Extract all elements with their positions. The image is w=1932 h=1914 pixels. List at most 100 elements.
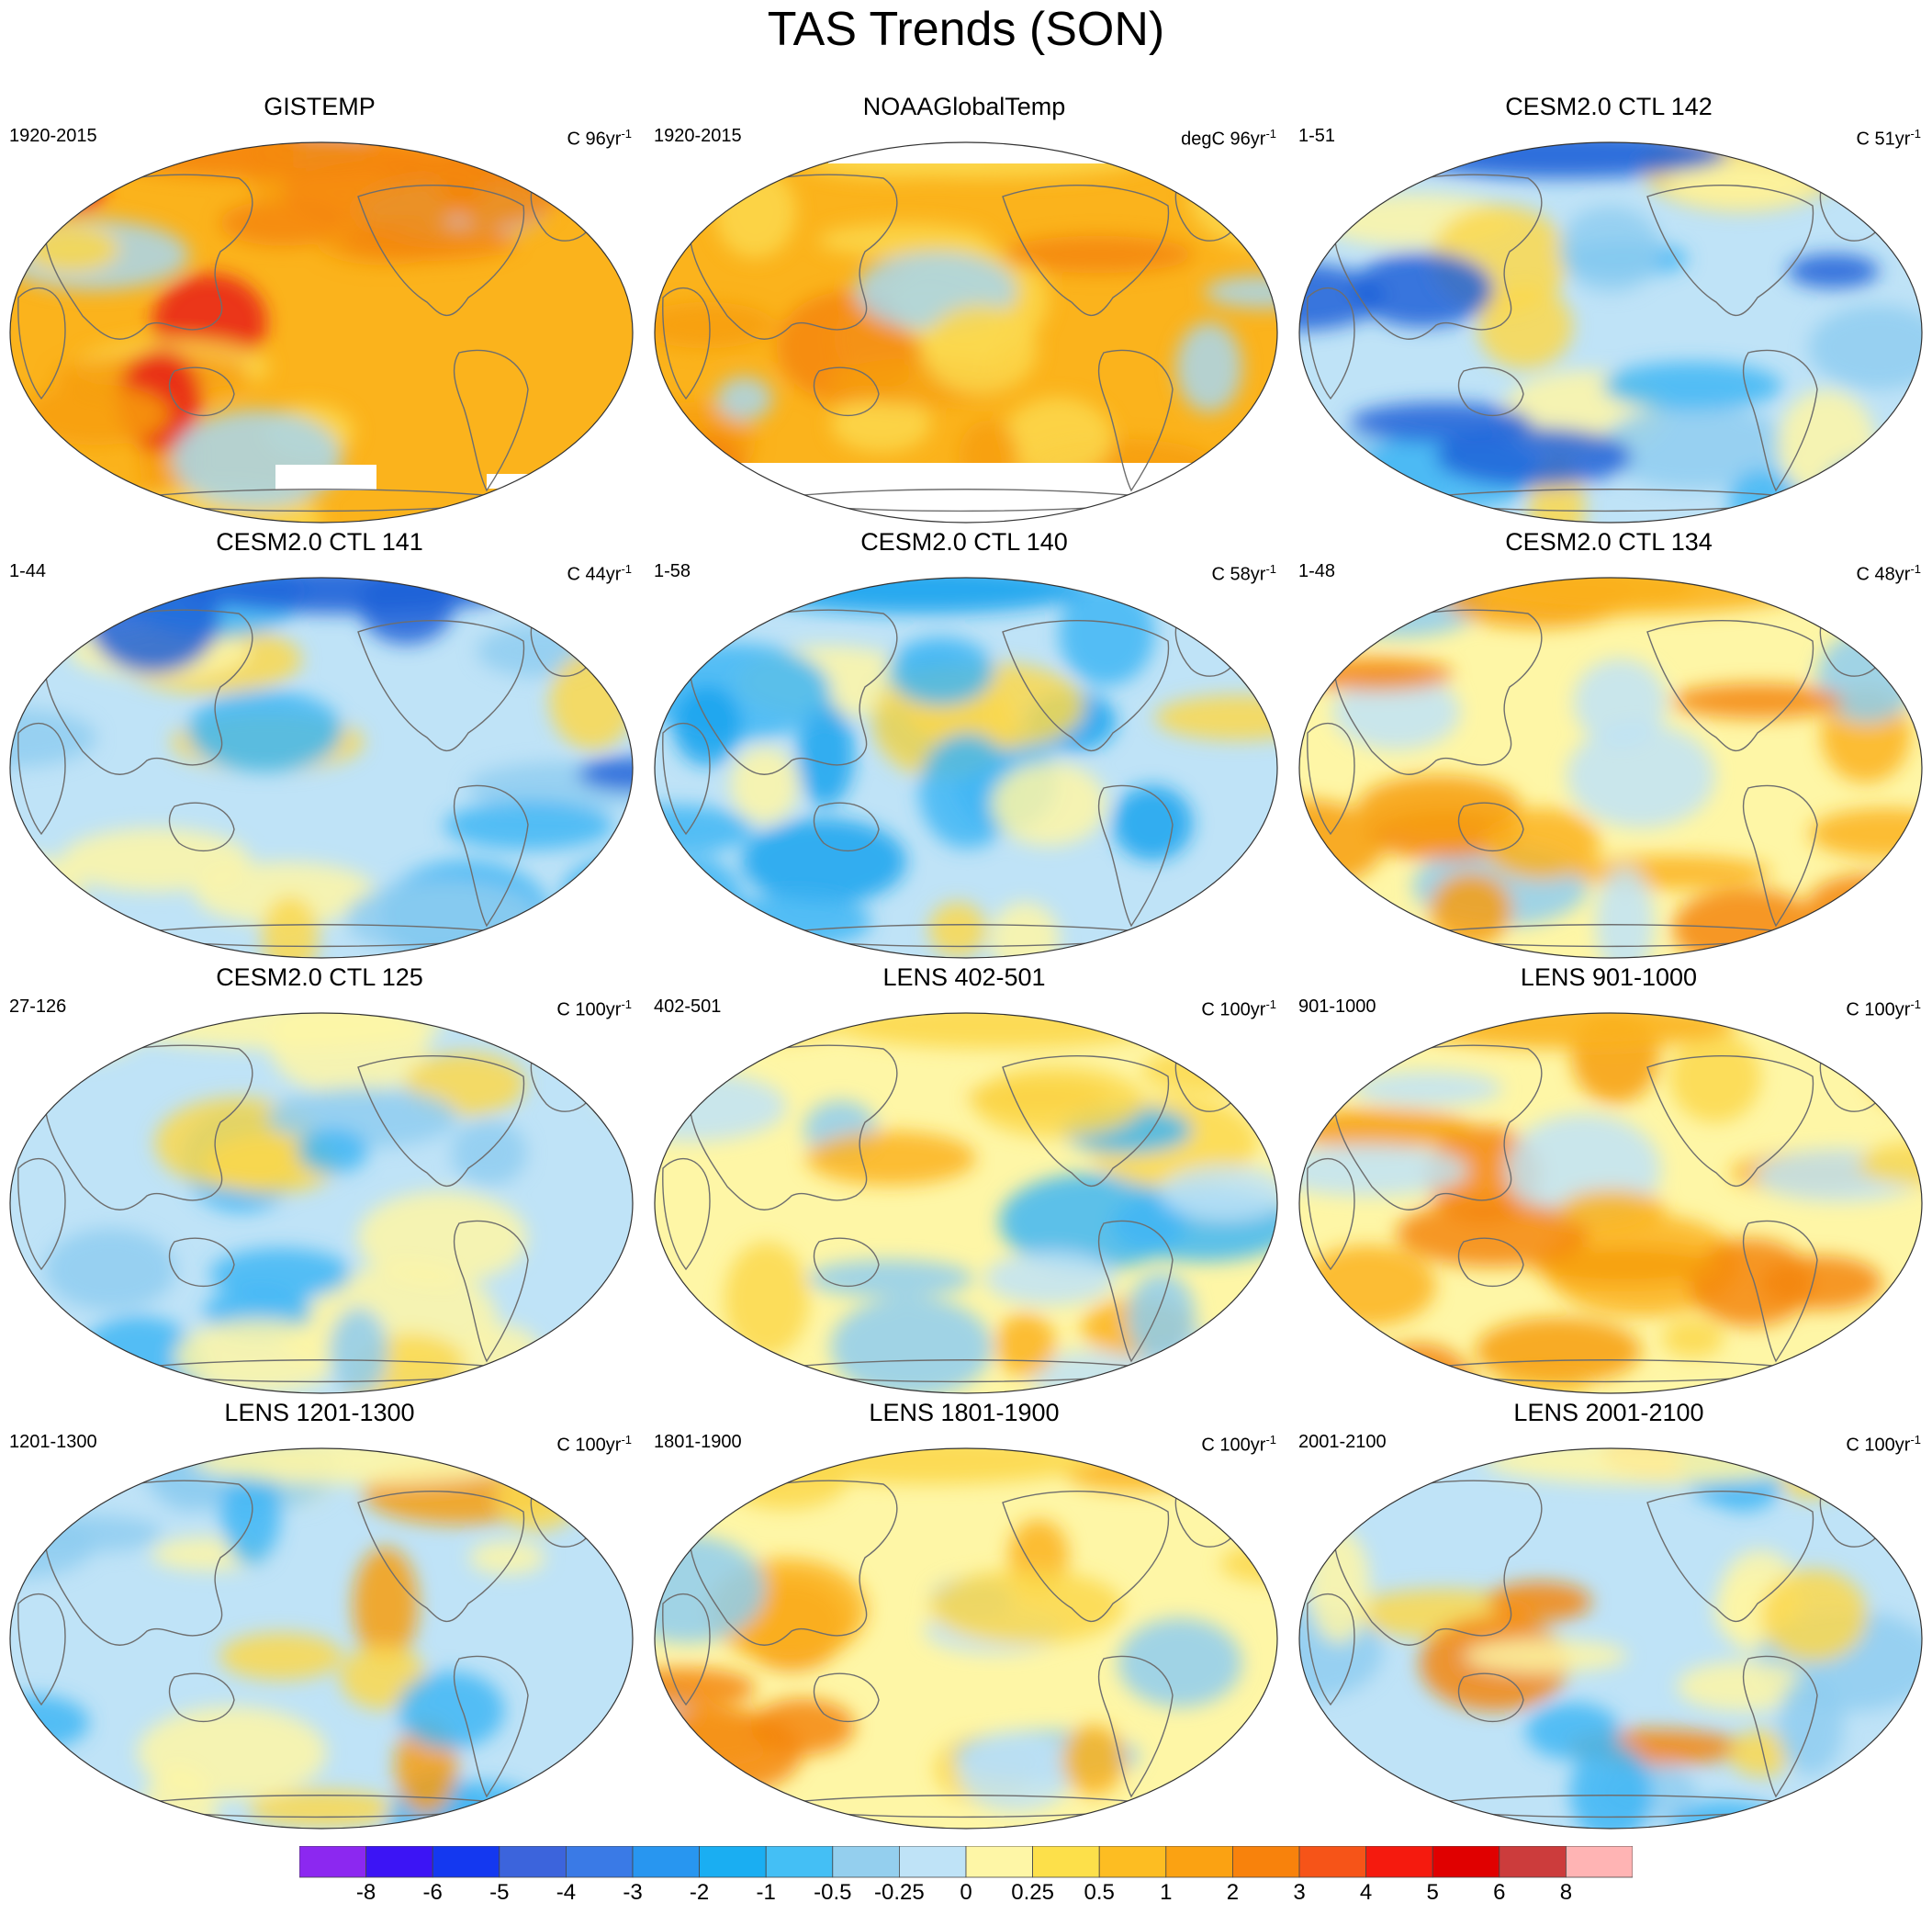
- robinson-map: [654, 1012, 1278, 1394]
- anomaly-region: [1573, 659, 1668, 746]
- colorbar-tick-label: 2: [1227, 1880, 1239, 1901]
- map-border: [654, 141, 1278, 524]
- coastline: [1307, 1158, 1355, 1271]
- colorbar-tick-label: -3: [623, 1880, 642, 1901]
- coastline: [1097, 784, 1174, 928]
- colorbar-swatch: [1298, 1846, 1366, 1878]
- anomaly-region: [928, 902, 986, 957]
- panel-units-label: C 44yr-1: [567, 562, 632, 585]
- anomaly-region: [1669, 1032, 1761, 1122]
- anomaly-region: [1482, 808, 1601, 880]
- polar-anomaly-region: [1398, 142, 1729, 178]
- map-border: [1298, 1447, 1923, 1830]
- panel-period-label: 402-501: [654, 996, 722, 1017]
- map-panel: CESM2.0 CTL 125 27-126 C 100yr-1: [0, 963, 639, 1394]
- anomaly-region: [1602, 362, 1782, 411]
- coastline: [662, 1593, 711, 1706]
- coastline: [813, 366, 880, 417]
- coastline: [813, 802, 880, 852]
- colorbar: -8 -6 -5 -4 -3 -2 -1 -0.5 -0.25 0 0.25 0.5 1 2 3 4 5 6 8: [299, 1846, 1633, 1901]
- anomaly-region: [1688, 1238, 1814, 1327]
- anomaly-region: [23, 384, 170, 445]
- polar-anomaly-region: [1406, 1013, 1737, 1049]
- colorbar-tick-label: 4: [1360, 1880, 1372, 1901]
- polar-anomaly-region: [1483, 1448, 1814, 1484]
- anomaly-region: [817, 223, 990, 258]
- coastline: [1457, 1237, 1524, 1288]
- anomaly-region: [714, 895, 872, 949]
- anomaly-region: [357, 1191, 527, 1285]
- coastline: [1742, 1655, 1818, 1798]
- anomaly-region: [1558, 1189, 1666, 1231]
- polar-anomaly-region: [106, 142, 437, 178]
- anomaly-region: [1204, 275, 1277, 310]
- robinson-map: [9, 577, 634, 959]
- colorbar-swatch: [565, 1846, 634, 1878]
- map-panel: NOAAGlobalTemp 1920-2015 degC 96yr-1: [645, 92, 1284, 524]
- anomaly-region: [1559, 207, 1662, 292]
- panel-units-label: degC 96yr-1: [1181, 127, 1276, 150]
- anomaly-region: [1351, 1071, 1503, 1107]
- robinson-map: [9, 1447, 634, 1830]
- colorbar-swatch: [765, 1846, 834, 1878]
- colorbar-tick-label: -2: [690, 1880, 709, 1901]
- map-border: [654, 1447, 1278, 1830]
- anomaly-region: [297, 1129, 368, 1174]
- polar-anomaly-region: [833, 1013, 1164, 1049]
- map-panel: LENS 402-501 402-501 C 100yr-1: [645, 963, 1284, 1394]
- anomaly-region: [730, 747, 799, 824]
- anomaly-region: [1396, 1200, 1589, 1267]
- anomaly-region: [1112, 785, 1193, 861]
- missing-data-area: [655, 463, 1277, 523]
- coastline: [1307, 287, 1355, 400]
- polar-anomaly-region: [191, 1448, 522, 1484]
- anomaly-region: [495, 1464, 580, 1531]
- coastline: [688, 1044, 898, 1210]
- colorbar-tick-label: 0.25: [1011, 1880, 1054, 1901]
- robinson-map: [1298, 1012, 1923, 1394]
- anomaly-region: [174, 1319, 342, 1393]
- anomaly-region: [655, 805, 755, 856]
- anomaly-region: [1729, 1730, 1793, 1777]
- anomaly-region: [549, 651, 633, 750]
- map-panel: CESM2.0 CTL 142 1-51 C 51yr-1: [1289, 92, 1928, 524]
- anomaly-region: [1868, 1035, 1922, 1111]
- coastline: [1332, 1480, 1543, 1646]
- coastline: [43, 609, 253, 775]
- anomaly-region: [10, 1449, 50, 1546]
- colorbar-tick-label: -0.25: [874, 1880, 925, 1901]
- anomaly-region: [1299, 900, 1414, 958]
- anomaly-region: [995, 1312, 1056, 1377]
- robinson-map: [9, 1012, 634, 1394]
- colorbar-tick-label: -0.5: [814, 1880, 851, 1901]
- panel-period-label: 27-126: [9, 996, 67, 1017]
- map-border: [654, 577, 1278, 959]
- coastline: [168, 1237, 235, 1288]
- robinson-map: [1298, 1447, 1923, 1830]
- map-panel: CESM2.0 CTL 141 1-44 C 44yr-1: [0, 527, 639, 959]
- coastline: [17, 1593, 66, 1706]
- colorbar-swatch: [1499, 1846, 1567, 1878]
- anomaly-region: [468, 1540, 545, 1575]
- colorbar-swatch: [965, 1846, 1033, 1878]
- panel-title: LENS 402-501: [882, 963, 1046, 991]
- anomaly-region: [1525, 1702, 1621, 1760]
- panel-units-label: C 100yr-1: [1201, 1433, 1276, 1456]
- polar-anomaly-region: [1475, 578, 1806, 614]
- anomaly-region: [655, 857, 745, 957]
- panel-title: CESM2.0 CTL 141: [216, 528, 423, 556]
- coastline: [168, 1672, 235, 1723]
- robinson-map: [9, 141, 634, 524]
- anomaly-region: [353, 1547, 419, 1662]
- coastline: [688, 174, 898, 340]
- anomaly-region: [596, 1070, 633, 1115]
- anomaly-region: [397, 1672, 505, 1750]
- anomaly-region: [1677, 1661, 1810, 1712]
- panel-period-label: 1-51: [1298, 126, 1336, 146]
- anomaly-region: [655, 1367, 740, 1393]
- colorbar-tick-label: -8: [356, 1880, 376, 1901]
- coastline: [1097, 349, 1174, 492]
- anomaly-region: [1308, 1529, 1370, 1643]
- anomaly-region: [137, 1706, 327, 1799]
- robinson-map: [654, 141, 1278, 524]
